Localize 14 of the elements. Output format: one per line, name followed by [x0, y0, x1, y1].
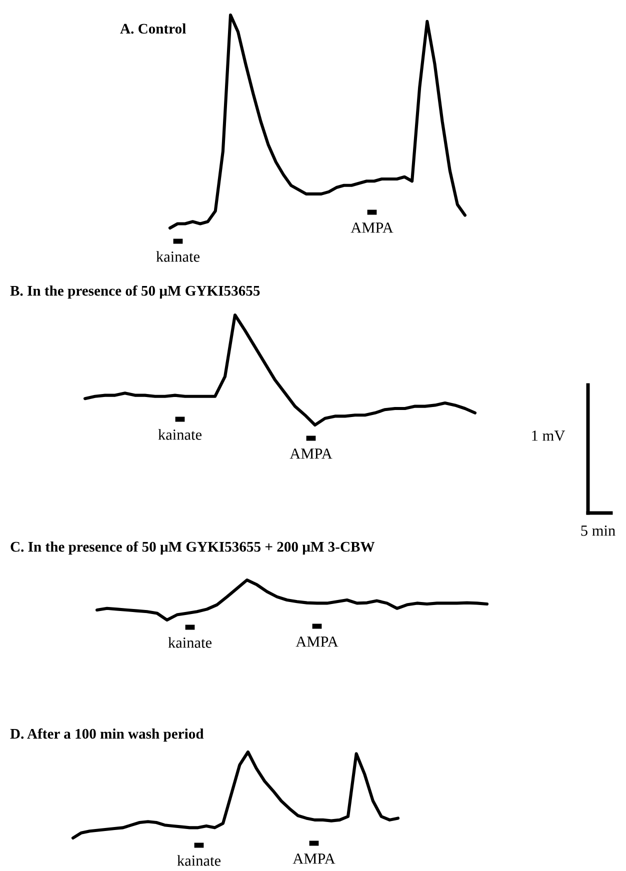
- chart-title: B. In the presence of 50 μM GYKI53655: [10, 285, 260, 299]
- text: kainate: [177, 855, 221, 866]
- text: kainate: [156, 251, 200, 262]
- chart-title: C. In the presence of 50 μM GYKI53655 + 200 μM 3-CBW: [10, 541, 375, 555]
- annotation: AMPA: [350, 222, 394, 233]
- text: kainate: [168, 637, 212, 648]
- chart-title: A. Control: [120, 23, 186, 34]
- text: 5 min: [581, 526, 616, 536]
- text: AMPA: [290, 448, 332, 459]
- text: kainate: [158, 429, 202, 440]
- text: AMPA: [292, 854, 336, 864]
- text: 1 mV: [532, 430, 566, 441]
- text: AMPA: [296, 636, 338, 647]
- chart-title: D. After a 100 min wash period: [10, 728, 204, 742]
